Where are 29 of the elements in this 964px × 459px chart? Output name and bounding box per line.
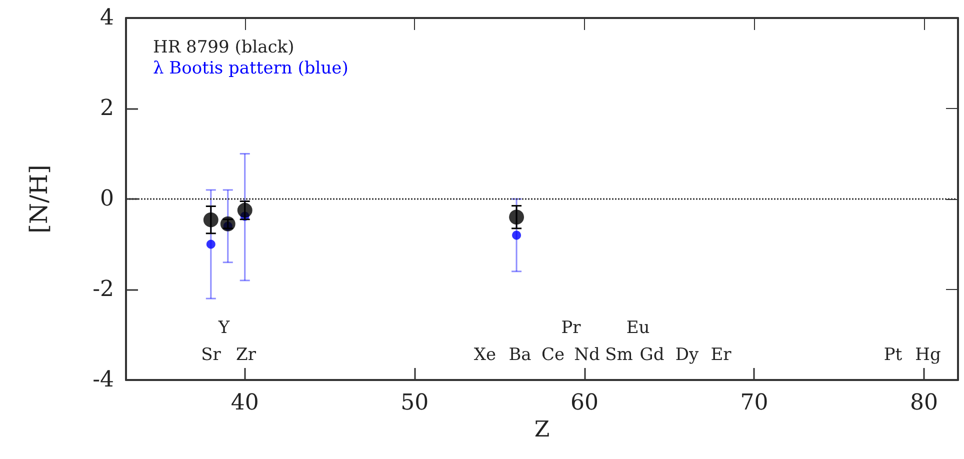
annotation: Ce [541, 345, 565, 365]
y-tick-label: 4 [100, 6, 114, 30]
x-tick-label: 40 [230, 390, 259, 416]
x-tick-label: 80 [910, 390, 938, 416]
y-tick-label: 2 [100, 96, 114, 121]
y-tick-label: -2 [92, 277, 114, 302]
annotation: Zr [236, 345, 257, 365]
annotation: Hg [915, 345, 941, 365]
annotation: Eu [626, 318, 650, 338]
y-tick-label: 0 [100, 186, 114, 212]
annotation: Dy [675, 345, 700, 365]
y-axis-title: [N/H] [25, 164, 53, 234]
annotation: Xe [474, 345, 496, 365]
annotation: Nd [574, 345, 600, 365]
annotation: Y [217, 318, 230, 338]
text: λ Bootis pattern (blue) [153, 58, 348, 78]
annotation: Pr [561, 318, 582, 338]
x-tick-label: 70 [740, 390, 768, 416]
annotation: Er [710, 345, 732, 365]
x-tick-label: 60 [570, 390, 598, 416]
annotation: Sm [605, 345, 633, 365]
x-axis-title: Z [534, 417, 550, 442]
annotation: Gd [640, 345, 664, 365]
annotation: Sr [201, 345, 222, 365]
annotation: Ba [508, 345, 532, 365]
annotation: Pt [884, 345, 902, 365]
y-tick-label: -4 [92, 368, 114, 392]
x-tick-label: 50 [400, 390, 429, 416]
legend-label: HR 8799 (black) [153, 38, 294, 58]
